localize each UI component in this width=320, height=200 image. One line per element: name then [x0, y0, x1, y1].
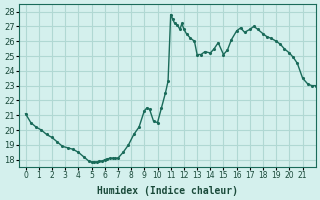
X-axis label: Humidex (Indice chaleur): Humidex (Indice chaleur)	[97, 186, 238, 196]
